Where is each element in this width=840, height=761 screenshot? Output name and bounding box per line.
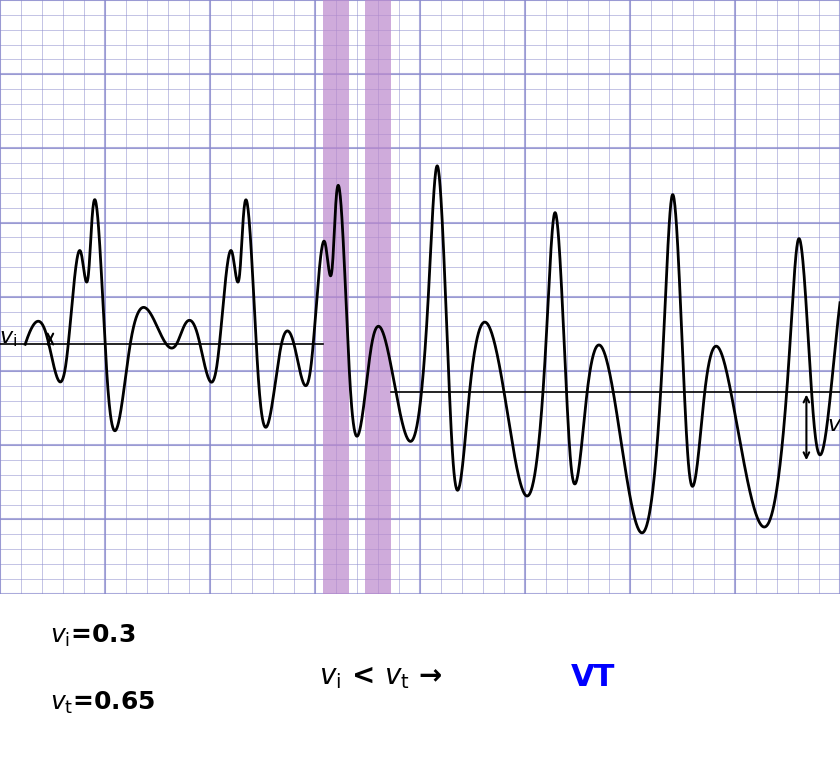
Bar (323, 0, 349, 653)
Text: $v_\mathrm{i}$: $v_\mathrm{i}$ (0, 329, 17, 349)
Text: VT: VT (571, 663, 616, 692)
Text: $v_\mathrm{t}$=0.65: $v_\mathrm{t}$=0.65 (50, 689, 155, 715)
Text: $v_\mathrm{t}$: $v_\mathrm{t}$ (827, 417, 840, 438)
Text: $v_\mathrm{i}$ < $v_\mathrm{t}$ →: $v_\mathrm{i}$ < $v_\mathrm{t}$ → (319, 664, 444, 691)
Bar (365, 0, 391, 653)
Text: $v_\mathrm{i}$=0.3: $v_\mathrm{i}$=0.3 (50, 622, 136, 648)
